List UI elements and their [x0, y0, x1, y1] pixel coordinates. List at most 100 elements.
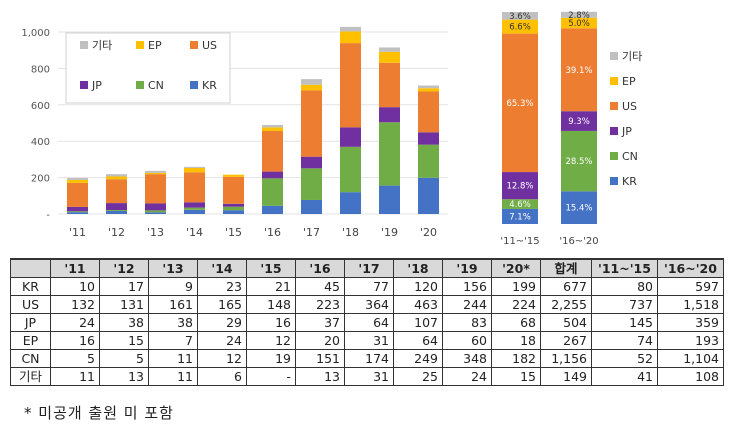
table-cell: 38 — [148, 313, 198, 332]
share-bar-segment — [561, 17, 597, 29]
table-header-cell: '13 — [148, 258, 198, 278]
share-legend-label: 기타 — [622, 50, 642, 63]
table-cell: 37 — [295, 313, 345, 332]
table-cell: 244 — [442, 295, 492, 314]
table-cell: 31 — [344, 367, 394, 386]
bar-segment — [262, 171, 283, 179]
table-cell: 249 — [393, 349, 443, 368]
share-bar-segment — [561, 191, 597, 224]
legend-label: 기타 — [92, 39, 112, 52]
table-cell: 16 — [50, 331, 100, 350]
share-bar-segment — [561, 111, 597, 131]
table-cell: 11 — [50, 367, 100, 386]
table-cell: 13 — [295, 367, 345, 386]
share-data-label: 28.5% — [565, 157, 592, 167]
share-data-label: 2.8% — [568, 11, 590, 21]
share-legend-swatch — [610, 102, 618, 110]
table-cell: 24 — [197, 331, 247, 350]
table-row: 기타 11 13 11 6-13 31 25 24 15 149 41 108 — [10, 367, 724, 386]
bar-segment — [184, 167, 205, 173]
table-row: US 132 131 161 165 148 223 364 463 244 224 2,255 737… — [10, 295, 724, 314]
share-legend-swatch — [610, 177, 618, 185]
x-tick-label: '15 — [225, 226, 242, 239]
bar-segment — [67, 182, 88, 207]
table-cell: 5 — [50, 349, 100, 368]
share-x-tick-label: '11~'15 — [500, 236, 539, 247]
legend-label: EP — [148, 39, 162, 52]
table-cell: 7 — [148, 331, 198, 350]
x-tick-label: '16 — [264, 226, 281, 239]
table-cell: 15 — [99, 331, 149, 350]
table-cell: 83 — [442, 313, 492, 332]
table-cell: 16 — [246, 313, 296, 332]
table-cell: 9 — [148, 277, 198, 296]
table-cell: 24 — [50, 313, 100, 332]
share-legend-label: US — [622, 100, 637, 113]
table-row: JP 24 38 38 29 16 37 64 107 83 68 504 145 359 — [10, 313, 724, 332]
bar-segment — [301, 84, 322, 91]
bar-segment — [379, 122, 400, 186]
table-cell: 10 — [50, 277, 100, 296]
bar-segment — [184, 207, 205, 210]
bar-segment — [106, 176, 127, 180]
table-row: KR 10 17 9 23 21 45 77 120 156 199 677 80 597 — [10, 277, 724, 296]
table-cell: 64 — [344, 313, 394, 332]
y-tick-label: 400 — [31, 137, 50, 148]
bar-segment — [340, 192, 361, 214]
share-legend-label: KR — [622, 175, 637, 188]
share-data-label: 65.3% — [506, 99, 533, 109]
table-header-cell — [10, 258, 51, 278]
legend-swatch — [190, 41, 198, 49]
bar-segment — [301, 156, 322, 169]
bar-segment — [67, 179, 88, 183]
share-legend-swatch — [610, 127, 618, 135]
table-cell: 224 — [491, 295, 541, 314]
table-cell: 145 — [591, 313, 658, 332]
bar-segment — [301, 168, 322, 200]
legend-label: CN — [148, 79, 164, 92]
table-cell: 24 — [442, 367, 492, 386]
bar-segment — [340, 127, 361, 147]
bar-segment — [67, 177, 88, 180]
bar-segment — [418, 132, 439, 145]
bar-segment — [145, 172, 166, 175]
share-bar-segment — [502, 208, 538, 224]
table-row-label: KR — [10, 277, 51, 296]
legend-box — [65, 32, 231, 104]
bar-segment — [145, 212, 166, 214]
y-tick-label: 600 — [31, 101, 50, 112]
table-cell: 504 — [540, 313, 592, 332]
table-row: CN 5 5 11 12 19 151 174 249 348 182 1,156 52 1,104 — [10, 349, 724, 368]
bar-segment — [262, 205, 283, 214]
bar-segment — [106, 203, 127, 210]
bar-segment — [379, 47, 400, 52]
table-row-label: 기타 — [10, 367, 51, 386]
table-cell: 364 — [344, 295, 394, 314]
table-cell: 161 — [148, 295, 198, 314]
legend-swatch — [136, 41, 144, 49]
table-header-row: '11'12'13'14'15'16'17'18'19'20* 합계 '11~'15… — [10, 258, 724, 278]
table-cell: 463 — [393, 295, 443, 314]
bar-segment — [418, 85, 439, 89]
share-bar-segment — [502, 199, 538, 209]
table-header-cell: '15 — [246, 258, 296, 278]
table-cell: 20 — [295, 331, 345, 350]
share-legend: 기타 EP US JP CN KR — [610, 50, 642, 188]
legend-swatch — [80, 81, 88, 89]
table-row-label: US — [10, 295, 51, 314]
bar-segment — [223, 203, 244, 207]
share-legend-label: CN — [622, 150, 638, 163]
table-cell: 131 — [99, 295, 149, 314]
bar-segment — [106, 174, 127, 177]
table-cell: 5 — [99, 349, 149, 368]
bar-segment — [379, 62, 400, 108]
bar-segment — [67, 206, 88, 212]
bar-segment — [262, 127, 283, 132]
share-bar-segment — [502, 33, 538, 173]
data-table: '11'12'13'14'15'16'17'18'19'20* 합계 '11~'15… — [10, 258, 724, 386]
table-cell: 148 — [246, 295, 296, 314]
legend-label: KR — [202, 79, 217, 92]
bar-segment — [418, 144, 439, 178]
table-cell: 74 — [591, 331, 658, 350]
table-header-cell: '16~'20 — [657, 258, 724, 278]
